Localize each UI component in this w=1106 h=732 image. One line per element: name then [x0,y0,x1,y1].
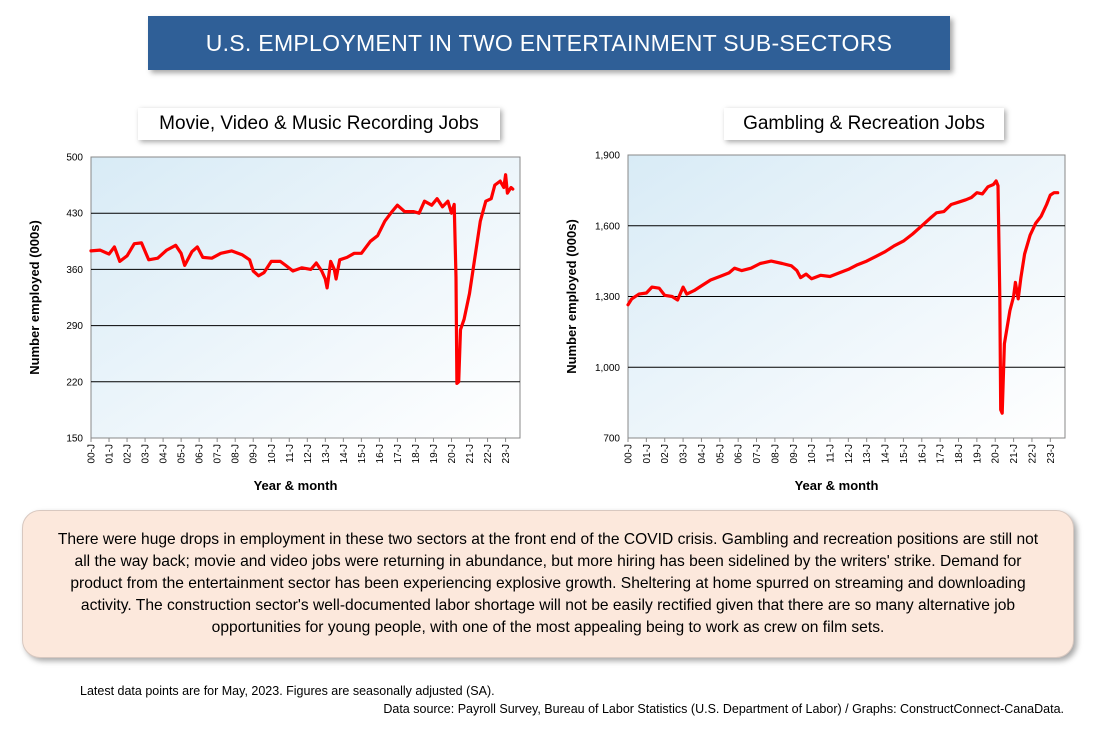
series-line [89,173,515,385]
x-tick-label: 07-J [213,444,224,463]
x-tick-label: 11-J [285,444,296,463]
x-tick-label: 12-J [844,444,855,463]
x-tick-label: 21-J [1009,444,1020,463]
x-tick-label: 22-J [483,444,494,463]
commentary-box: There were huge drops in employment in t… [22,510,1074,658]
footer-latest-data: Latest data points are for May, 2023. Fi… [80,684,495,698]
x-tick-label: 18-J [954,444,965,463]
x-tick-label: 20-J [447,444,458,463]
page-title: U.S. EMPLOYMENT IN TWO ENTERTAINMENT SUB… [205,29,893,56]
series-line [626,179,1060,415]
x-tick-label: 16-J [375,444,386,463]
x-tick-label: 10-J [267,444,278,463]
x-tick-label: 14-J [339,444,350,463]
x-tick-label: 09-J [789,444,800,463]
x-tick-label: 08-J [231,444,242,463]
movie-chart-title: Movie, Video & Music Recording Jobs [138,108,500,140]
x-tick-label: 00-J [87,444,98,463]
movie-jobs-chart: 150 220 290 360 430 500 00-J 01-J 02-J 03-J 04-J 05… [27,153,521,493]
x-tick-label: 22-J [1027,444,1038,463]
x-tick-label: 17-J [393,444,404,463]
x-tick-label: 23-J [1046,444,1057,463]
y-tick-label: 150 [66,434,83,445]
x-tick-label: 00-J [624,444,635,463]
page-title-banner: U.S. EMPLOYMENT IN TWO ENTERTAINMENT SUB… [148,16,950,70]
x-tick-label: 11-J [825,444,836,463]
y-tick-label: 1,600 [595,221,620,232]
x-tick-label: 03-J [679,444,690,463]
x-tick-label: 18-J [411,444,422,463]
y-tick-label: 1,000 [595,363,620,374]
x-tick-label: 06-J [734,444,745,463]
x-tick-label: 10-J [807,444,818,463]
x-tick-label: 03-J [141,444,152,463]
x-tick-label: 16-J [917,444,928,463]
x-tick-label: 05-J [715,444,726,463]
y-axis-label: Number employed (000s) [27,220,42,375]
x-axis-label: Year & month [254,478,338,493]
y-tick-label: 220 [66,377,83,388]
y-tick-label: 430 [66,209,83,220]
x-tick-label: 02-J [123,444,134,463]
x-tick-label: 15-J [899,444,910,463]
x-tick-label: 05-J [177,444,188,463]
y-tick-label: 1,900 [595,151,620,162]
x-tick-label: 13-J [321,444,332,463]
x-tick-label: 06-J [195,444,206,463]
x-tick-label: 07-J [752,444,763,463]
x-tick-label: 23-J [501,444,512,463]
y-tick-label: 290 [66,321,83,332]
x-tick-label: 04-J [697,444,708,463]
x-tick-label: 08-J [770,444,781,463]
x-axis-label: Year & month [795,478,879,493]
x-tick-label: 14-J [881,444,892,463]
y-axis-label: Number employed (000s) [564,219,579,374]
x-tick-label: 19-J [972,444,983,463]
x-tick-label: 04-J [159,444,170,463]
y-tick-label: 1,300 [595,292,620,303]
gambling-chart-title: Gambling & Recreation Jobs [724,108,1004,140]
x-tick-label: 17-J [936,444,947,463]
x-tick-label: 02-J [660,444,671,463]
y-tick-label: 700 [603,434,620,445]
x-tick-label: 09-J [249,444,260,463]
x-tick-label: 01-J [642,444,653,463]
commentary-text: There were huge drops in employment in t… [57,531,1039,636]
x-tick-label: 15-J [357,444,368,463]
x-tick-label: 13-J [862,444,873,463]
x-tick-label: 21-J [465,444,476,463]
footer-source: Data source: Payroll Survey, Bureau of L… [383,702,1064,716]
y-tick-label: 500 [66,153,83,164]
y-tick-label: 360 [66,265,83,276]
x-tick-label: 12-J [303,444,314,463]
x-tick-label: 19-J [429,444,440,463]
x-tick-label: 01-J [105,444,116,463]
x-tick-label: 20-J [991,444,1002,463]
gambling-jobs-chart: 700 1,000 1,300 1,600 1,900 00-J 01-J 02-J 03-J 0… [564,151,1066,493]
